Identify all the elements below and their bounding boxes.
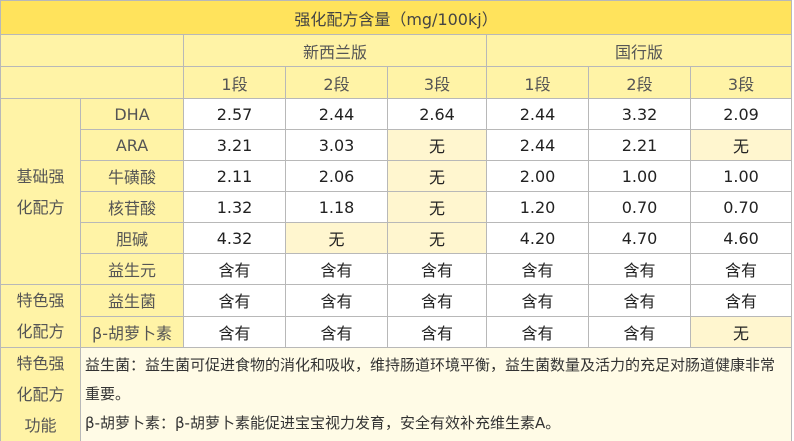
- cell: 2.57: [183, 98, 286, 130]
- stage-header: 1段: [183, 66, 286, 99]
- stage-header: 3段: [689, 66, 793, 99]
- cell: 含有: [486, 284, 589, 317]
- row-name: 益生菌: [80, 284, 184, 317]
- row-name: 益生元: [80, 253, 184, 285]
- blank: [0, 66, 184, 99]
- cell: 无: [689, 315, 793, 348]
- note: 益生菌：益生菌可促进食物的消化和吸收，维持肠道环境平衡，益生菌数量及活力的充足对…: [79, 347, 793, 441]
- version-header: 国行版: [485, 34, 793, 67]
- cell: 含有: [183, 284, 286, 317]
- cell: 4.32: [183, 222, 286, 254]
- note-label-text: 特色强化配方功能: [16, 354, 65, 435]
- group-label-text: 特色强化配方: [16, 291, 65, 341]
- cell: 2.09: [689, 98, 793, 130]
- cell: 2.44: [486, 98, 589, 130]
- cell: 含有: [588, 284, 691, 317]
- cell: 2.44: [486, 129, 589, 161]
- cell: 含有: [387, 315, 487, 348]
- group-label-text: 基础强化配方: [16, 166, 65, 217]
- note-line: β-胡萝卜素：β-胡萝卜素能促进宝宝视力发育，安全有效补充维生素A。: [85, 414, 561, 432]
- cell: 含有: [588, 253, 691, 285]
- blank: [0, 34, 184, 67]
- cell: 1.00: [588, 160, 691, 192]
- row-name: 牛磺酸: [80, 160, 184, 192]
- cell: 含有: [285, 253, 388, 285]
- cell: 3.21: [183, 129, 286, 161]
- cell: 1.00: [689, 160, 793, 192]
- cell: 4.60: [689, 222, 793, 254]
- cell: 含有: [486, 315, 589, 348]
- stage-header: 2段: [588, 66, 691, 99]
- cell: 无: [387, 222, 487, 254]
- cell: 3.03: [285, 129, 388, 161]
- stage-header: 2段: [285, 66, 388, 99]
- cell: 含有: [285, 315, 388, 348]
- cell: 含有: [183, 315, 286, 348]
- cell: 4.20: [486, 222, 589, 254]
- cell: 含有: [588, 315, 691, 348]
- cell: 2.11: [183, 160, 286, 192]
- cell: 2.44: [285, 98, 388, 130]
- cell: 3.32: [588, 98, 691, 130]
- cell: 2.64: [387, 98, 487, 130]
- cell: 含有: [689, 253, 793, 285]
- cell: 含有: [387, 284, 487, 317]
- cell: 0.70: [689, 191, 793, 223]
- note-label: 特色强化配方功能: [0, 347, 81, 441]
- cell: 2.06: [285, 160, 388, 192]
- cell: 含有: [387, 253, 487, 285]
- cell: 1.32: [183, 191, 286, 223]
- group-label: 基础强化配方: [0, 98, 81, 285]
- cell: 0.70: [588, 191, 691, 223]
- cell: 4.70: [588, 222, 691, 254]
- row-name: 核苷酸: [80, 191, 184, 223]
- cell: 含有: [285, 284, 388, 317]
- cell: 含有: [486, 253, 589, 285]
- cell: 无: [285, 222, 388, 254]
- cell: 1.20: [486, 191, 589, 223]
- note-line: 益生菌：益生菌可促进食物的消化和吸收，维持肠道环境平衡，益生菌数量及活力的充足对…: [85, 356, 776, 403]
- row-name: β-胡萝卜素: [80, 315, 184, 348]
- stage-header: 1段: [486, 66, 589, 99]
- cell: 无: [689, 129, 793, 161]
- cell: 无: [387, 191, 487, 223]
- version-header: 新西兰版: [183, 34, 487, 67]
- table-title: 强化配方含量（mg/100kj）: [0, 0, 793, 35]
- row-name: 胆碱: [80, 222, 184, 254]
- stage-header: 3段: [387, 66, 487, 99]
- cell: 无: [387, 160, 487, 192]
- group-label: 特色强化配方: [0, 284, 81, 348]
- row-name: DHA: [80, 98, 184, 130]
- cell: 2.00: [486, 160, 589, 192]
- cell: 含有: [183, 253, 286, 285]
- row-name: ARA: [80, 129, 184, 161]
- cell: 1.18: [285, 191, 388, 223]
- cell: 2.21: [588, 129, 691, 161]
- cell: 含有: [689, 284, 793, 317]
- cell: 无: [387, 129, 487, 161]
